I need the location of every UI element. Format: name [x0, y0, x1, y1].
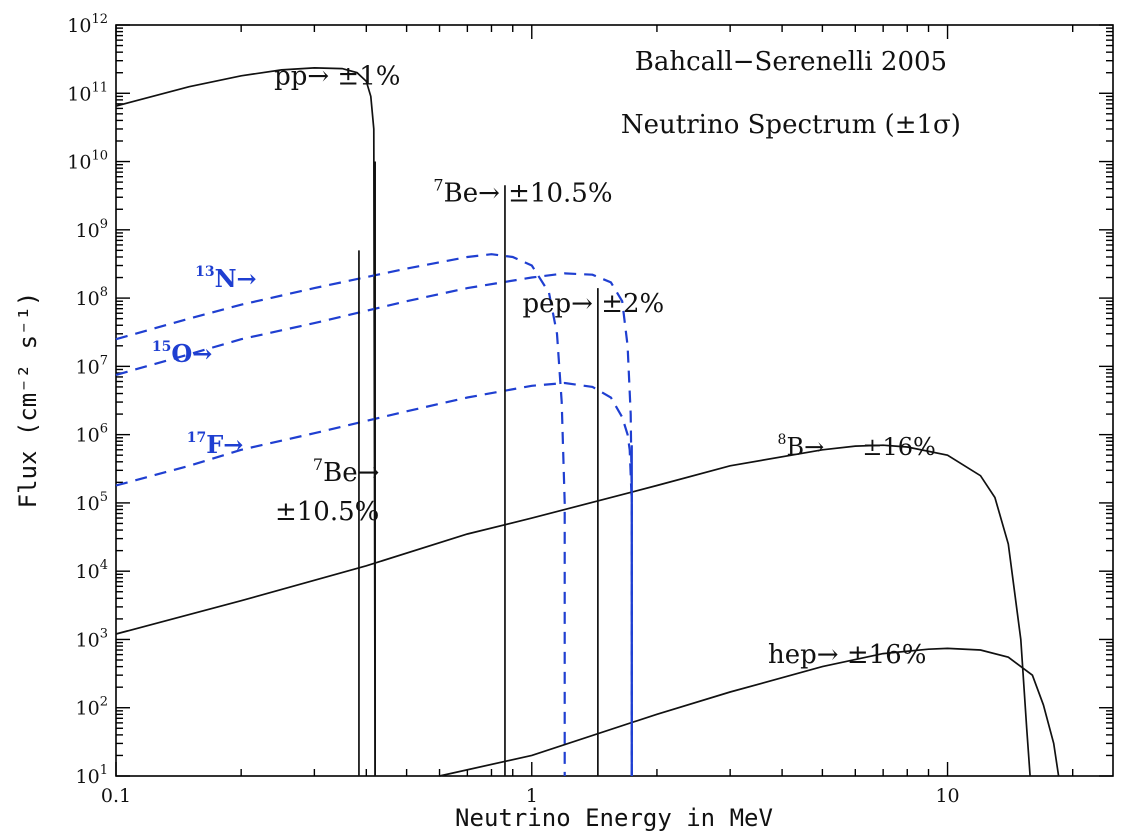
series-13n: [115, 253, 566, 776]
ann-15o: 15O→: [152, 339, 213, 368]
series-15o: [115, 272, 633, 776]
spectrum-series: [115, 67, 1060, 777]
ann-subtitle: Neutrino Spectrum (±1σ): [621, 110, 961, 140]
y-tick-label: 103: [76, 626, 108, 651]
y-tick-label: 1010: [67, 149, 108, 174]
y-axis-title: Flux (cm⁻² s⁻¹): [14, 292, 42, 509]
ann-13n: 13N→: [195, 264, 257, 293]
ann-pep: pep→ ±2%: [523, 289, 665, 319]
y-tick-label: 101: [76, 763, 108, 788]
series-17f: [115, 381, 633, 776]
x-tick-label: 1: [526, 785, 538, 807]
series-pp: [115, 67, 376, 777]
x-axis-title: Neutrino Energy in MeV: [455, 804, 773, 832]
y-tick-label: 102: [76, 695, 108, 720]
axis-tick-labels: 0.1 1 10 101 102 103 104 105 106 107 108 109 1010 101…: [67, 12, 959, 807]
x-tick-label: 0.1: [101, 785, 131, 807]
y-tick-label: 1011: [67, 80, 108, 105]
ann-pp: pp→ ±1%: [274, 61, 400, 91]
ann-title: Bahcall−Serenelli 2005: [635, 47, 947, 77]
plot-frame: [115, 24, 1114, 777]
ann-7be-low-1: 7Be→: [313, 455, 379, 488]
ann-hep: hep→ ±16%: [768, 640, 926, 670]
chart-annotations: Bahcall−Serenelli 2005 Neutrino Spectrum …: [152, 47, 961, 670]
y-tick-label: 107: [76, 353, 108, 378]
series-hep: [439, 647, 1060, 777]
y-tick-label: 104: [76, 558, 108, 583]
ann-7be-top: 7Be→ ±10.5%: [433, 175, 612, 208]
ann-8b: 8B→ ±16%: [778, 432, 936, 461]
y-tick-label: 105: [76, 490, 108, 515]
y-tick-label: 1012: [67, 12, 108, 37]
x-tick-label: 10: [935, 785, 959, 807]
y-tick-label: 109: [76, 217, 108, 242]
ann-7be-low-2: ±10.5%: [275, 497, 379, 527]
y-tick-label: 106: [76, 422, 108, 447]
axis-ticks: [115, 24, 1113, 777]
line-sources: [358, 161, 633, 776]
series-8b: [115, 444, 1031, 777]
y-tick-label: 108: [76, 285, 108, 310]
ann-17f: 17F→: [187, 430, 244, 459]
